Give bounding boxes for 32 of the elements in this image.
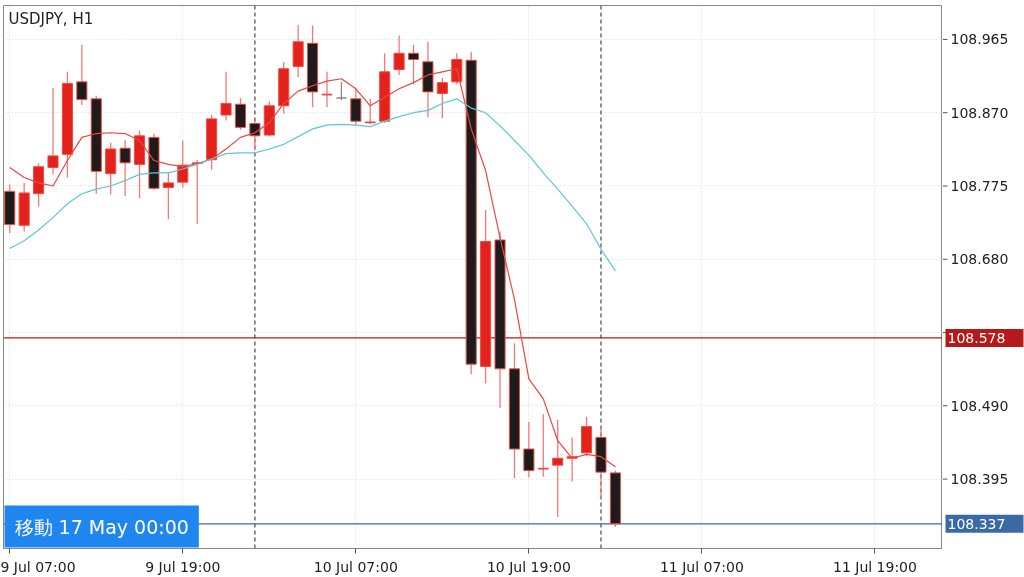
y-tick-label: 108.965 <box>950 31 1009 48</box>
y-tick-label: 108.680 <box>950 251 1009 268</box>
line-series <box>9 98 616 272</box>
candlestick <box>220 71 232 122</box>
x-tick-label: 9 Jul 19:00 <box>145 558 221 575</box>
x-tick-label: 11 Jul 19:00 <box>832 558 917 575</box>
y-tick-label: 108.870 <box>950 104 1009 121</box>
x-tick-label: 9 Jul 07:00 <box>0 558 76 575</box>
candlestick <box>234 97 247 131</box>
candlestick <box>335 81 348 102</box>
candlestick <box>119 139 131 197</box>
y-tick-label: 108.490 <box>950 397 1009 414</box>
candlestick <box>537 413 549 478</box>
x-tick-label: 11 Jul 07:00 <box>659 558 744 575</box>
candlestick <box>436 77 448 119</box>
candlestick <box>76 44 88 106</box>
y-tick-label: 108.395 <box>950 471 1009 488</box>
candlestick <box>47 87 59 176</box>
annotation: 移動 17 May 00:00 <box>14 515 189 538</box>
candlestick <box>162 172 174 220</box>
candlestick <box>350 87 362 126</box>
ref-line-label: 108.578 <box>947 329 1006 346</box>
candlestick <box>364 98 376 125</box>
x-tick-label: 10 Jul 07:00 <box>313 558 398 575</box>
y-tick-label: 108.775 <box>950 177 1009 194</box>
candlestick <box>523 421 535 479</box>
x-tick-label: 10 Jul 19:00 <box>486 558 571 575</box>
candlestick <box>393 34 405 76</box>
candlestick <box>249 120 261 152</box>
chart-title: USDJPY, H1 <box>8 9 94 28</box>
candlestick <box>321 71 333 108</box>
ref-line-label: 108.337 <box>947 515 1006 532</box>
